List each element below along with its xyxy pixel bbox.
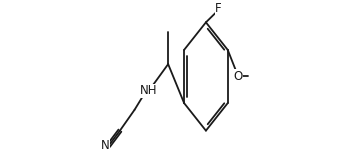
Text: N: N xyxy=(101,139,110,152)
Text: F: F xyxy=(215,2,222,15)
Text: O: O xyxy=(234,70,243,83)
Text: NH: NH xyxy=(140,84,158,97)
